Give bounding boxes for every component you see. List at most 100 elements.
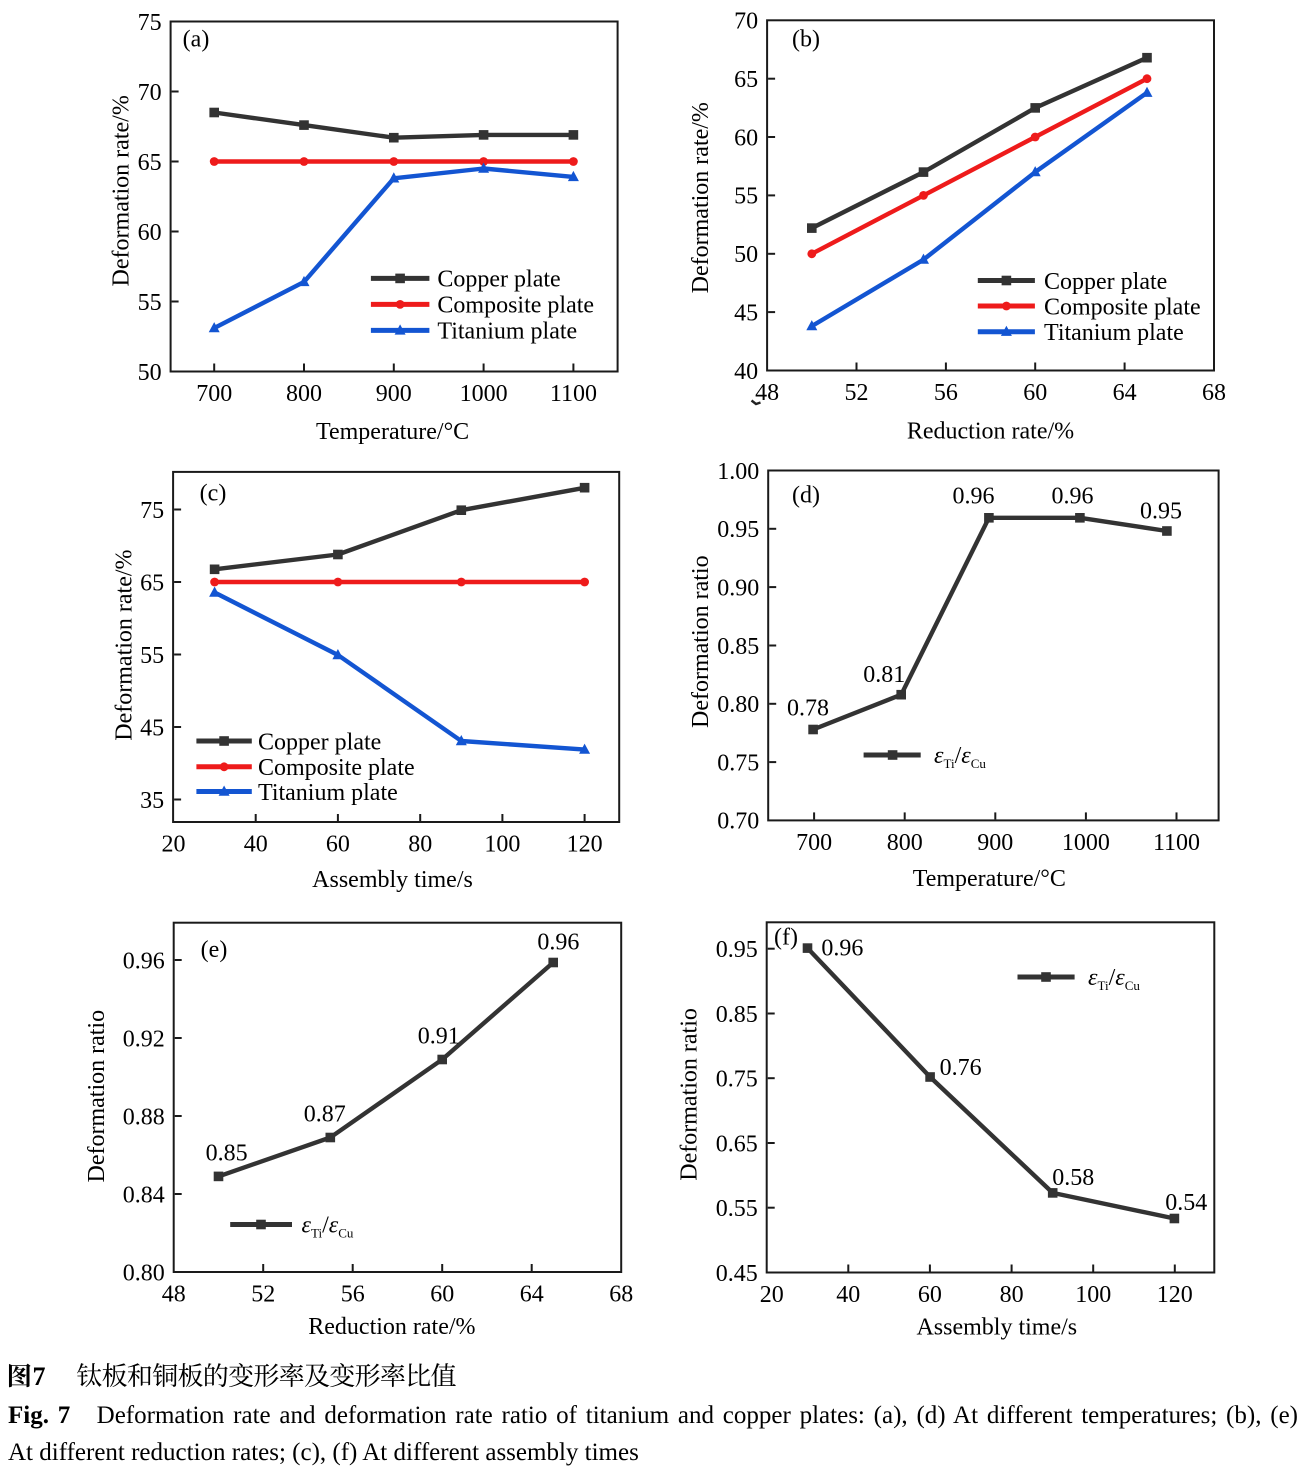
svg-text:56: 56 [341, 1282, 365, 1308]
svg-text:50: 50 [734, 242, 758, 268]
svg-text:Reduction rate/%: Reduction rate/% [907, 419, 1074, 445]
svg-text:55: 55 [734, 184, 758, 210]
svg-text:120: 120 [567, 832, 603, 858]
svg-text:Composite plate: Composite plate [1044, 294, 1201, 320]
svg-text:40: 40 [734, 359, 758, 385]
svg-text:68: 68 [1202, 380, 1226, 406]
svg-text:0.96: 0.96 [123, 948, 165, 974]
svg-text:7: 7 [33, 1362, 46, 1391]
svg-text:(b): (b) [792, 27, 820, 53]
svg-text:55: 55 [140, 643, 164, 669]
svg-text:800: 800 [887, 830, 923, 856]
svg-text:0.45: 0.45 [716, 1261, 758, 1287]
svg-text:75: 75 [138, 10, 162, 36]
svg-text:0.65: 0.65 [716, 1131, 758, 1157]
svg-text:800: 800 [286, 381, 322, 407]
svg-text:20: 20 [760, 1282, 784, 1308]
svg-text:Deformation ratio: Deformation ratio [677, 1008, 703, 1181]
svg-text:1.00: 1.00 [717, 459, 759, 485]
svg-text:0.55: 0.55 [716, 1196, 758, 1222]
svg-text:0.96: 0.96 [537, 929, 579, 955]
svg-text:0.85: 0.85 [206, 1140, 248, 1166]
svg-text:0.78: 0.78 [787, 695, 829, 721]
svg-text:Composite plate: Composite plate [258, 755, 415, 781]
svg-text:Titanium plate: Titanium plate [258, 780, 398, 806]
svg-text:0.96: 0.96 [953, 484, 995, 510]
svg-text:0.90: 0.90 [717, 575, 759, 601]
svg-text:0.92: 0.92 [123, 1026, 165, 1052]
svg-text:(c): (c) [200, 481, 227, 507]
svg-text:45: 45 [734, 300, 758, 326]
svg-text:60: 60 [1023, 380, 1047, 406]
svg-text:70: 70 [138, 80, 162, 106]
svg-text:0.76: 0.76 [940, 1055, 982, 1081]
svg-text:40: 40 [244, 832, 268, 858]
svg-text:68: 68 [609, 1282, 633, 1308]
svg-text:0.84: 0.84 [123, 1182, 165, 1208]
svg-text:1100: 1100 [1153, 830, 1200, 856]
svg-text:70: 70 [734, 9, 758, 35]
svg-text:0.95: 0.95 [717, 517, 759, 543]
svg-text:60: 60 [326, 832, 350, 858]
svg-text:64: 64 [520, 1282, 544, 1308]
svg-text:0.88: 0.88 [123, 1104, 165, 1130]
svg-text:εTi/εCu: εTi/εCu [934, 743, 986, 771]
svg-text:52: 52 [251, 1282, 275, 1308]
svg-text:1000: 1000 [1062, 830, 1110, 856]
svg-text:Deformation rate/%: Deformation rate/% [109, 95, 135, 286]
svg-text:900: 900 [376, 381, 412, 407]
svg-text:0.75: 0.75 [716, 1067, 758, 1093]
svg-text:0.80: 0.80 [123, 1260, 165, 1286]
svg-text:Deformation rate/%: Deformation rate/% [688, 102, 714, 293]
svg-text:35: 35 [140, 788, 164, 814]
svg-text:Composite plate: Composite plate [437, 293, 594, 319]
svg-text:60: 60 [734, 125, 758, 151]
svg-text:0.81: 0.81 [863, 662, 905, 688]
svg-text:120: 120 [1157, 1282, 1193, 1308]
svg-text:40: 40 [836, 1282, 860, 1308]
svg-text:700: 700 [796, 830, 832, 856]
svg-text:0.54: 0.54 [1165, 1190, 1207, 1216]
svg-text:48: 48 [162, 1282, 186, 1308]
svg-text:52: 52 [845, 380, 869, 406]
svg-text:0.58: 0.58 [1052, 1165, 1094, 1191]
svg-text:(e): (e) [201, 937, 228, 963]
svg-text:εTi/εCu: εTi/εCu [302, 1213, 354, 1241]
svg-text:60: 60 [918, 1282, 942, 1308]
svg-text:Titanium plate: Titanium plate [437, 319, 577, 345]
svg-text:60: 60 [430, 1282, 454, 1308]
svg-text:Deformation ratio: Deformation ratio [84, 1010, 110, 1183]
svg-text:56: 56 [934, 380, 958, 406]
svg-text:0.95: 0.95 [716, 937, 758, 963]
svg-text:64: 64 [1113, 380, 1137, 406]
svg-text:Copper plate: Copper plate [258, 729, 381, 755]
svg-text:(d): (d) [792, 483, 820, 509]
svg-text:(a): (a) [183, 27, 210, 53]
svg-text:0.75: 0.75 [717, 750, 759, 776]
svg-text:0.95: 0.95 [1140, 498, 1182, 524]
svg-text:700: 700 [196, 381, 232, 407]
svg-text:Deformation rate/%: Deformation rate/% [112, 549, 138, 740]
svg-text:65: 65 [138, 150, 162, 176]
svg-text:εTi/εCu: εTi/εCu [1088, 965, 1140, 993]
svg-text:Copper plate: Copper plate [1044, 269, 1167, 295]
svg-text:100: 100 [484, 832, 520, 858]
svg-text:80: 80 [408, 832, 432, 858]
svg-text:80: 80 [1000, 1282, 1024, 1308]
svg-text:20: 20 [162, 832, 186, 858]
svg-text:45: 45 [140, 715, 164, 741]
svg-text:Temperature/°C: Temperature/°C [316, 419, 469, 445]
svg-text:Temperature/°C: Temperature/°C [913, 866, 1066, 892]
svg-text:48: 48 [755, 380, 779, 406]
svg-text:Assembly time/s: Assembly time/s [312, 867, 473, 893]
svg-text:65: 65 [140, 570, 164, 596]
svg-text:Deformation ratio: Deformation ratio [688, 555, 714, 728]
svg-text:Assembly time/s: Assembly time/s [916, 1315, 1077, 1341]
svg-text:0.70: 0.70 [717, 809, 759, 835]
svg-text:Titanium plate: Titanium plate [1044, 320, 1184, 346]
svg-text:0.87: 0.87 [304, 1101, 346, 1127]
svg-text:0.80: 0.80 [717, 692, 759, 718]
svg-text:1000: 1000 [460, 381, 508, 407]
svg-text:60: 60 [138, 220, 162, 246]
svg-text:(f): (f) [774, 925, 798, 951]
